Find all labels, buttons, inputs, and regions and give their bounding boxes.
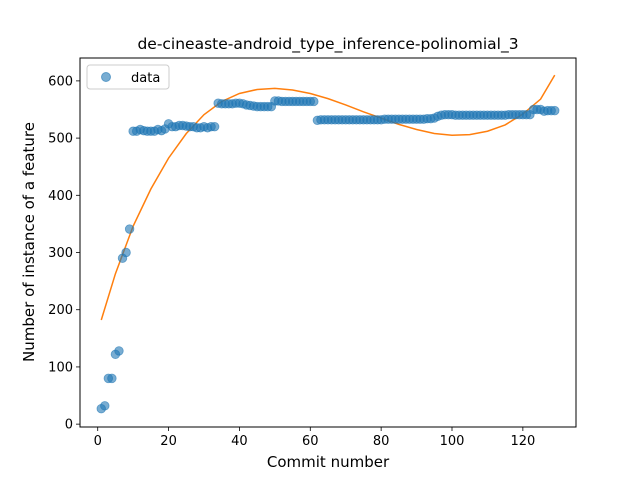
legend: data [86, 64, 170, 90]
data-point [121, 247, 131, 258]
data-points-layer [96, 96, 560, 414]
y-axis-ticks: 0 100 200 300 400 500 600 [48, 74, 80, 433]
y-tick-label: 500 [48, 132, 73, 147]
axes-frame [79, 57, 577, 428]
y-axis-label: Number of instance of a feature [20, 122, 38, 362]
x-tick-label: 20 [160, 434, 177, 449]
data-point [100, 401, 110, 411]
y-tick-label: 400 [48, 189, 73, 204]
legend-label: data [131, 71, 160, 86]
fit-line-layer [100, 74, 556, 321]
legend-box [86, 64, 170, 90]
y-tick-label: 100 [48, 360, 73, 375]
legend-marker [101, 72, 111, 82]
data-point [124, 224, 135, 234]
y-tick-label: 600 [48, 74, 73, 89]
x-tick-label: 0 [94, 434, 102, 449]
fit-curve [100, 74, 556, 321]
x-tick-label: 60 [302, 434, 319, 449]
y-tick-label: 200 [48, 303, 73, 318]
x-tick-label: 80 [373, 434, 390, 449]
data-point [309, 96, 319, 107]
x-axis-ticks: 0 20 40 60 80 100 120 [94, 427, 535, 449]
x-tick-label: 120 [510, 434, 535, 449]
data-point [107, 373, 117, 384]
plot-area [96, 74, 560, 414]
data-point [209, 121, 220, 132]
y-tick-label: 300 [48, 246, 73, 261]
data-point [550, 105, 560, 116]
y-tick-label: 0 [65, 418, 73, 433]
x-axis-label: Commit number [267, 453, 390, 471]
x-tick-label: 40 [231, 434, 248, 449]
data-point [114, 346, 124, 356]
x-tick-label: 100 [440, 434, 465, 449]
chart-title: de-cineaste-android_type_inference-polin… [137, 35, 518, 54]
